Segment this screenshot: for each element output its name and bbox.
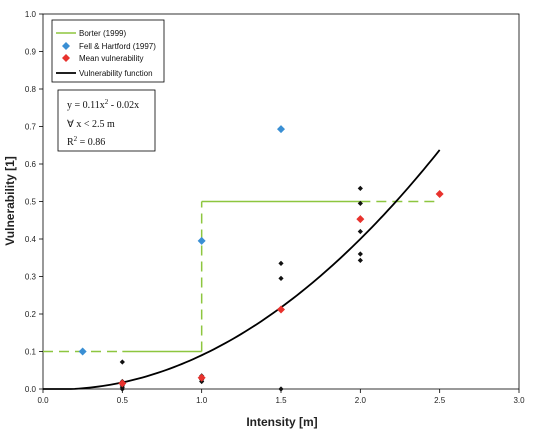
r-squared-exponent: 2 — [74, 135, 78, 143]
equation-part-1: y = 0.11x — [67, 100, 105, 111]
y-tick-label: 0.7 — [25, 123, 37, 132]
y-tick-label: 0.0 — [25, 385, 37, 394]
annotation-frame — [57, 89, 156, 152]
r-squared-symbol: R — [67, 137, 74, 148]
legend-frame — [51, 19, 165, 83]
y-tick-label: 0.4 — [25, 235, 37, 244]
mean-vulnerability-point — [118, 379, 127, 388]
fell-hartford-1997-point — [197, 236, 206, 245]
x-axis-title: Intensity [m] — [246, 415, 317, 429]
legend-swatch-mean — [62, 54, 70, 62]
r-squared-line: R2 = 0.86 — [67, 135, 105, 148]
legend-label-fell-hartford: Fell & Hartford (1997) — [79, 42, 156, 51]
x-tick-label: 3.0 — [513, 396, 525, 405]
observed-data-point — [357, 228, 363, 235]
vulnerability-function-curve — [43, 149, 441, 390]
observed-data-point — [119, 359, 125, 365]
fell-hartford-1997-point — [78, 347, 87, 356]
validity-range-line: ∀ x < 2.5 m — [67, 119, 115, 130]
observed-data-point — [357, 251, 363, 257]
y-tick-label: 0.8 — [25, 85, 37, 94]
series-layer — [43, 125, 444, 392]
equation-part-2: - 0.02x — [108, 100, 139, 111]
equation-line: y = 0.11x2 - 0.02x — [67, 98, 139, 111]
y-tick-label: 0.3 — [25, 273, 37, 282]
x-tick-label: 0.5 — [117, 396, 129, 405]
observed-data-point — [278, 386, 284, 392]
mean-vulnerability-point — [356, 215, 365, 224]
equation-annotation: y = 0.11x2 - 0.02x ∀ x < 2.5 m R2 = 0.86 — [57, 89, 156, 152]
legend: Borter (1999) Fell & Hartford (1997) Mea… — [51, 19, 165, 83]
legend-label-borter: Borter (1999) — [79, 29, 126, 38]
y-tick-label: 0.9 — [25, 48, 37, 57]
equation-exponent: 2 — [105, 98, 109, 106]
y-axis-title: Vulnerability [1] — [3, 156, 17, 246]
x-tick-label: 0.0 — [37, 396, 49, 405]
fell-hartford-1997-point — [277, 125, 285, 134]
y-tick-label: 0.1 — [25, 348, 37, 357]
observed-data-point — [357, 200, 363, 206]
y-tick-label: 1.0 — [25, 10, 37, 19]
r-squared-value: = 0.86 — [77, 137, 105, 148]
mean-vulnerability-point — [435, 190, 444, 198]
observed-data-point — [357, 185, 363, 191]
mean-vulnerability-point — [197, 373, 206, 382]
observed-data-point — [278, 275, 284, 281]
y-tick-label: 0.2 — [25, 310, 37, 319]
observed-data-point — [278, 260, 284, 266]
legend-label-function: Vulnerability function — [79, 69, 153, 78]
legend-label-mean: Mean vulnerability — [79, 54, 143, 63]
x-tick-label: 1.0 — [196, 396, 208, 405]
x-tick-label: 1.5 — [275, 396, 287, 405]
x-tick-label: 2.5 — [434, 396, 446, 405]
mean-vulnerability-point — [277, 305, 285, 314]
observed-data-point — [357, 257, 363, 263]
y-tick-label: 0.5 — [25, 198, 37, 207]
y-tick-label: 0.6 — [25, 160, 37, 169]
legend-swatch-fell-hartford — [62, 42, 70, 50]
x-tick-label: 2.0 — [355, 396, 367, 405]
